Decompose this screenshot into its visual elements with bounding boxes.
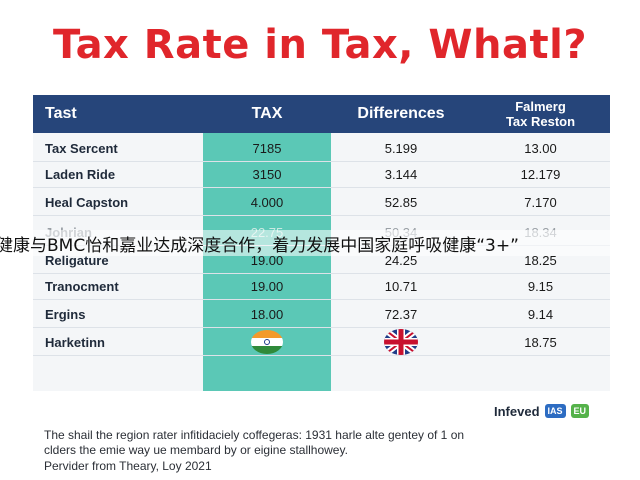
- table-row: Harketinn 18.75: [33, 329, 610, 356]
- table-row: Tax Sercent 7185 5.199 13.00: [33, 135, 610, 162]
- table-row: Ergins 18.00 72.37 9.14: [33, 301, 610, 328]
- chart-title: Tax Rate in Tax, Whatl?: [52, 22, 588, 68]
- tax-cell: 4.000: [250, 194, 284, 210]
- differences-cell: 24.25: [384, 252, 418, 268]
- falmerg-cell: 13.00: [524, 140, 557, 156]
- tax-cell: [203, 329, 331, 355]
- header-falmerg: Falmerg Tax Reston: [505, 99, 576, 129]
- falmerg-cell: 18.75: [524, 334, 557, 350]
- header-tax: TAX: [251, 105, 283, 122]
- tax-cell: 7185: [252, 140, 282, 156]
- falmerg-cell: 18.25: [524, 252, 557, 268]
- brand-logo: Infeved IAS EU: [494, 400, 590, 422]
- differences-cell: [331, 329, 471, 355]
- table-row: Religature 19.00 24.25 18.25: [33, 247, 610, 274]
- logo-text: Infeved: [494, 403, 540, 419]
- differences-cell: 10.71: [384, 278, 418, 294]
- falmerg-cell: 9.14: [527, 306, 554, 322]
- tax-cell: 19.00: [250, 252, 284, 268]
- differences-cell: 72.37: [384, 306, 418, 322]
- footnote-line-1: The shail the region rater infitidaciely…: [44, 428, 465, 442]
- differences-cell: 52.85: [384, 194, 418, 210]
- overlay-caption: 健康与BMC怡和嘉业达成深度合作，着力发展中国家庭呼吸健康“3+”: [0, 230, 640, 256]
- row-label: Laden Ride: [45, 166, 116, 182]
- row-label: Tax Sercent: [45, 140, 118, 156]
- footnote-source: Pervider from Theary, Loy 2021: [44, 459, 212, 473]
- table-row: Heal Capston 4.000 52.85 7.170: [33, 189, 610, 216]
- falmerg-cell: 9.15: [527, 278, 554, 294]
- differences-cell: 5.199: [384, 140, 418, 156]
- header-tast: Tast: [45, 105, 77, 122]
- tax-cell: 3150: [252, 166, 282, 182]
- falmerg-cell: 12.179: [520, 166, 561, 182]
- logo-badge-blue: IAS: [544, 404, 566, 418]
- india-flag-icon: [251, 330, 283, 354]
- table-row: Tranocment 19.00 10.71 9.15: [33, 273, 610, 300]
- overlay-text: 健康与BMC怡和嘉业达成深度合作，着力发展中国家庭呼吸健康“3+”: [0, 235, 519, 256]
- row-label: Ergins: [45, 306, 86, 322]
- tax-cell: 19.00: [250, 278, 284, 294]
- header-differences: Differences: [357, 105, 445, 122]
- table-header: Tast TAX Differences Falmerg Tax Reston: [33, 95, 610, 133]
- row-label: Heal Capston: [45, 194, 129, 210]
- row-label: Religature: [45, 252, 109, 268]
- tax-cell: 18.00: [250, 306, 284, 322]
- falmerg-cell: 7.170: [524, 194, 557, 210]
- row-label: Tranocment: [45, 278, 119, 294]
- logo-badge-green: EU: [570, 404, 590, 418]
- uk-flag-icon: [384, 329, 418, 355]
- row-label: Harketinn: [45, 334, 105, 350]
- table-row: Laden Ride 3150 3.144 12.179: [33, 161, 610, 188]
- differences-cell: 3.144: [384, 166, 418, 182]
- footnote-line-2: clders the emie way ue membard by or eig…: [44, 443, 348, 457]
